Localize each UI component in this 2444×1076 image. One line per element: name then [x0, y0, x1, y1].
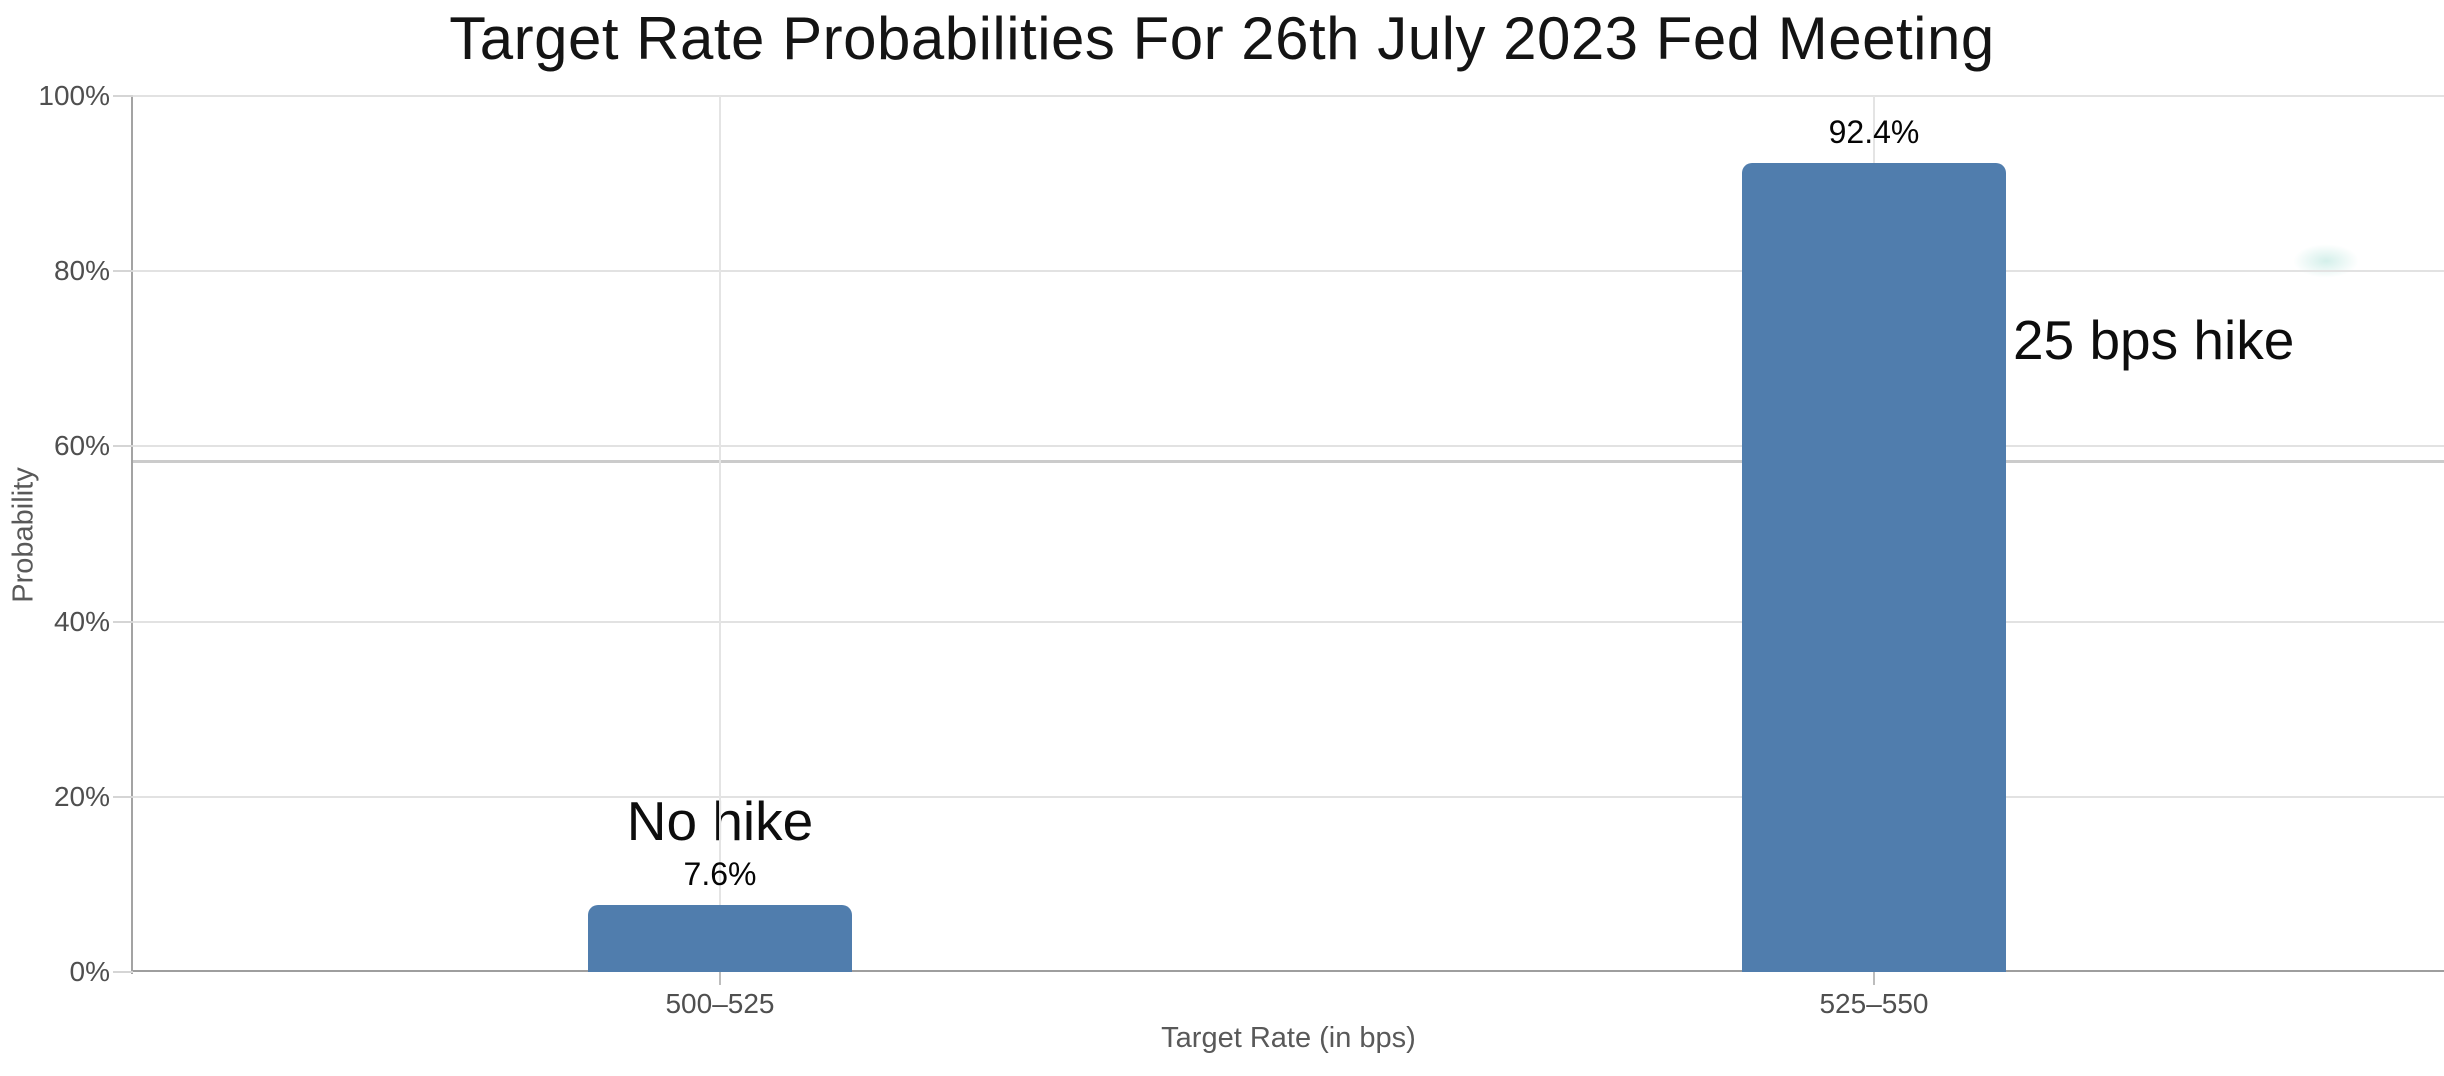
stray-gridline: [133, 460, 2444, 463]
gridline-100%: [133, 95, 2444, 97]
smudge-artifact: [2293, 244, 2359, 278]
category-gridline-500–525: [719, 96, 721, 972]
y-tick-mark-60%: [113, 445, 133, 448]
x-tick-mark-500–525: [719, 972, 721, 985]
x-axis-line: [131, 970, 2444, 972]
gridline-80%: [133, 270, 2444, 273]
plot-area: No hike 25 bps hike Target Rate (in bps)…: [38, 80, 2444, 1054]
gridline-60%: [133, 445, 2444, 448]
y-axis-line: [131, 96, 133, 974]
x-tick-mark-525–550: [1873, 972, 1875, 985]
y-tick-label-100%: 100%: [38, 80, 110, 111]
annotation-25bps-hike: 25 bps hike: [2013, 309, 2295, 371]
x-tick-label-500–525: 500–525: [665, 988, 775, 1019]
y-tick-mark-20%: [113, 795, 133, 798]
y-axis-title: Probability: [7, 467, 40, 603]
x-axis-title: Target Rate (in bps): [1161, 1022, 1416, 1054]
y-tick-label-20%: 20%: [53, 780, 110, 812]
chart-title: Target Rate Probabilities For 26th July …: [449, 5, 1995, 72]
bar-500–525: [588, 905, 852, 972]
y-tick-label-40%: 40%: [53, 605, 110, 637]
gridline-40%: [133, 620, 2444, 623]
value-label-500–525: 7.6%: [683, 856, 757, 892]
bar-525–550: [1742, 163, 2006, 972]
y-tick-mark-80%: [113, 270, 133, 273]
x-tick-label-525–550: 525–550: [1819, 988, 1929, 1019]
y-tick-mark-40%: [113, 620, 133, 623]
y-tick-mark-0%: [113, 971, 133, 973]
gridline-20%: [133, 795, 2444, 798]
y-tick-mark-100%: [113, 95, 133, 97]
y-tick-label-0%: 0%: [69, 956, 110, 987]
y-tick-label-80%: 80%: [53, 255, 110, 287]
value-label-525–550: 92.4%: [1828, 114, 1920, 150]
y-tick-label-60%: 60%: [53, 430, 110, 462]
